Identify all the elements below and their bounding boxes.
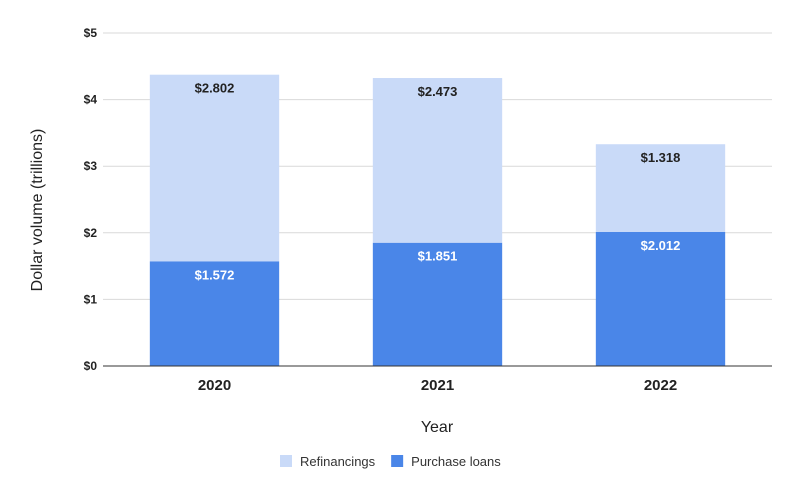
data-label: $1.572 [195, 267, 235, 282]
bar-purchase-loans [595, 232, 726, 366]
y-tick-label: $2 [84, 226, 98, 240]
bar-refinancings [595, 144, 726, 233]
axes: $0 $1 $2 $3 $4 $5 2020 2021 2022 [84, 26, 772, 394]
y-tick-label: $1 [84, 292, 98, 306]
legend-label: Purchase loans [411, 454, 501, 469]
legend: Refinancings Purchase loans [280, 454, 501, 469]
y-tick-label: $3 [84, 159, 98, 173]
bar-refinancings [149, 74, 280, 262]
x-tick-label: 2022 [644, 377, 677, 394]
x-axis-title: Year [421, 419, 454, 436]
y-tick-label: $0 [84, 359, 98, 373]
data-label: $2.012 [641, 238, 681, 253]
legend-label: Refinancings [300, 454, 376, 469]
bars [149, 74, 726, 366]
y-axis-title: Dollar volume (trillions) [29, 129, 46, 292]
y-tick-label: $4 [84, 93, 98, 107]
data-label: $2.802 [195, 81, 235, 96]
bar-refinancings [372, 78, 503, 243]
y-tick-label: $5 [84, 26, 98, 40]
bar-purchase-loans [149, 261, 280, 366]
data-label: $1.851 [418, 249, 458, 264]
x-tick-label: 2020 [198, 377, 231, 394]
bar-purchase-loans [372, 242, 503, 366]
data-label: $2.473 [418, 84, 458, 99]
data-label: $1.318 [641, 150, 681, 165]
legend-swatch [280, 455, 292, 467]
legend-swatch [391, 455, 404, 467]
x-tick-label: 2021 [421, 377, 454, 394]
data-labels: $1.572 $2.802 $1.851 $2.473 $2.012 $1.318 [195, 81, 681, 283]
